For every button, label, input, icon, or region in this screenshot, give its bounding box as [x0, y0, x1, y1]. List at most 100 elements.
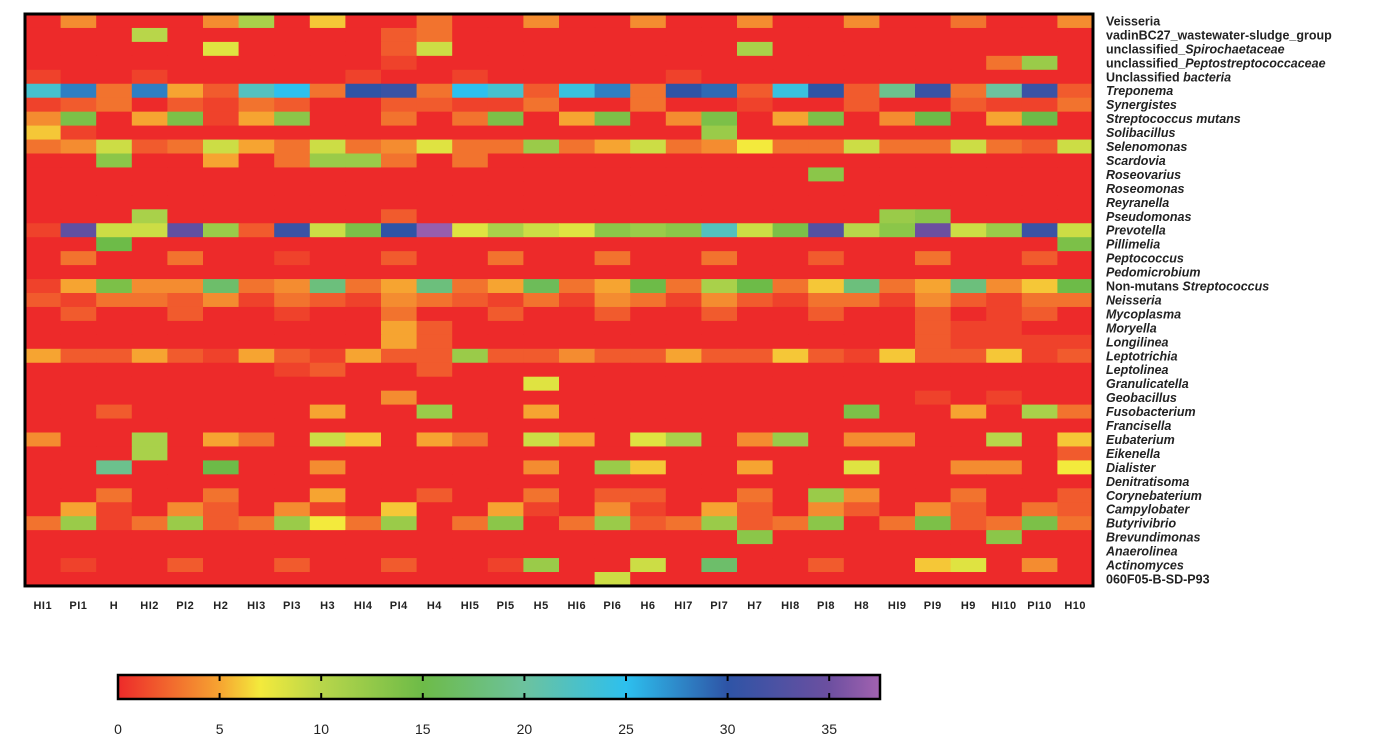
heatmap-cell: [915, 446, 952, 461]
heatmap-cell: [1021, 293, 1058, 308]
column-label: H10: [1064, 600, 1086, 612]
heatmap-cell: [594, 167, 631, 182]
heatmap-cell: [238, 153, 275, 169]
heatmap-cell: [559, 181, 596, 196]
heatmap-cell: [487, 27, 524, 43]
heatmap-cell: [665, 376, 702, 392]
heatmap-cell: [416, 362, 453, 378]
heatmap-cell: [203, 558, 240, 573]
heatmap-cell: [60, 265, 97, 280]
heatmap-cell: [131, 390, 168, 406]
heatmap-cell: [594, 41, 631, 57]
heatmap-cell: [60, 55, 97, 71]
heatmap-cell: [131, 293, 168, 308]
heatmap-cell: [523, 41, 560, 57]
heatmap-cell: [559, 544, 596, 559]
heatmap-cell: [25, 306, 62, 322]
heatmap-cell: [381, 237, 418, 252]
row-label: Prevotella: [1106, 224, 1166, 238]
heatmap-cell: [60, 418, 97, 434]
heatmap-cells: [25, 14, 1094, 587]
heatmap-cell: [487, 125, 524, 141]
heatmap-cell: [452, 237, 489, 252]
heatmap-cell: [274, 27, 311, 43]
row-label: Unclassified bacteria: [1106, 70, 1231, 84]
heatmap-cell: [25, 516, 62, 531]
heatmap-cell: [1021, 139, 1058, 155]
heatmap-cell: [665, 306, 702, 322]
heatmap-cell: [25, 125, 62, 141]
heatmap-cell: [950, 390, 987, 406]
heatmap-cell: [986, 265, 1023, 280]
heatmap-cell: [452, 530, 489, 545]
heatmap-cell: [345, 572, 382, 587]
heatmap-cell: [345, 293, 382, 308]
heatmap-cell: [381, 418, 418, 434]
heatmap-cell: [238, 334, 275, 350]
heatmap-cell: [1021, 362, 1058, 378]
heatmap-cell: [772, 446, 809, 461]
heatmap-cell: [416, 223, 453, 238]
heatmap-cell: [203, 418, 240, 434]
heatmap-cell: [737, 41, 774, 57]
heatmap-cell: [879, 139, 916, 155]
heatmap-cell: [630, 69, 667, 85]
heatmap-cell: [203, 348, 240, 364]
heatmap-cell: [986, 55, 1023, 71]
heatmap-cell: [487, 558, 524, 573]
heatmap-cell: [416, 558, 453, 573]
heatmap-cell: [452, 516, 489, 531]
heatmap-cell: [203, 362, 240, 378]
heatmap-cell: [879, 390, 916, 406]
heatmap-cell: [915, 530, 952, 545]
heatmap-cell: [25, 27, 62, 43]
heatmap-cell: [274, 125, 311, 141]
heatmap-cell: [986, 83, 1023, 99]
row-label: Campylobater: [1106, 503, 1190, 517]
heatmap-cell: [701, 516, 738, 531]
heatmap-cell: [274, 572, 311, 587]
heatmap-cell: [986, 153, 1023, 169]
heatmap-cell: [487, 97, 524, 113]
heatmap-cell: [452, 97, 489, 113]
heatmap-cell: [665, 237, 702, 252]
heatmap-cell: [701, 432, 738, 448]
heatmap-cell: [594, 237, 631, 252]
heatmap-cell: [131, 97, 168, 113]
heatmap-cell: [345, 55, 382, 71]
heatmap-cell: [665, 14, 702, 29]
heatmap-cell: [25, 14, 62, 29]
heatmap-cell: [559, 55, 596, 71]
heatmap-cell: [167, 153, 204, 169]
heatmap-cell: [986, 404, 1023, 420]
heatmap-cell: [345, 376, 382, 392]
heatmap-cell: [309, 306, 346, 322]
heatmap-cell: [1021, 153, 1058, 169]
heatmap-cell: [309, 125, 346, 141]
heatmap-cell: [559, 293, 596, 308]
heatmap-cell: [25, 362, 62, 378]
heatmap-cell: [843, 265, 880, 280]
heatmap-cell: [915, 376, 952, 392]
heatmap-cell: [1021, 265, 1058, 280]
heatmap-cell: [131, 502, 168, 517]
heatmap-cell: [630, 502, 667, 517]
heatmap-cell: [131, 195, 168, 210]
heatmap-cell: [25, 265, 62, 280]
heatmap-cell: [915, 544, 952, 559]
heatmap-cell: [559, 111, 596, 127]
heatmap-cell: [594, 181, 631, 196]
heatmap-cell: [559, 69, 596, 85]
heatmap-cell: [203, 223, 240, 238]
heatmap-cell: [879, 153, 916, 169]
heatmap-cell: [808, 139, 845, 155]
heatmap-cell: [1021, 572, 1058, 587]
heatmap-cell: [986, 558, 1023, 573]
heatmap-cell: [131, 474, 168, 489]
heatmap-cell: [772, 97, 809, 113]
heatmap-cell: [1057, 460, 1094, 475]
heatmap-cell: [843, 181, 880, 196]
heatmap-cell: [345, 181, 382, 196]
heatmap-cell: [25, 251, 62, 266]
